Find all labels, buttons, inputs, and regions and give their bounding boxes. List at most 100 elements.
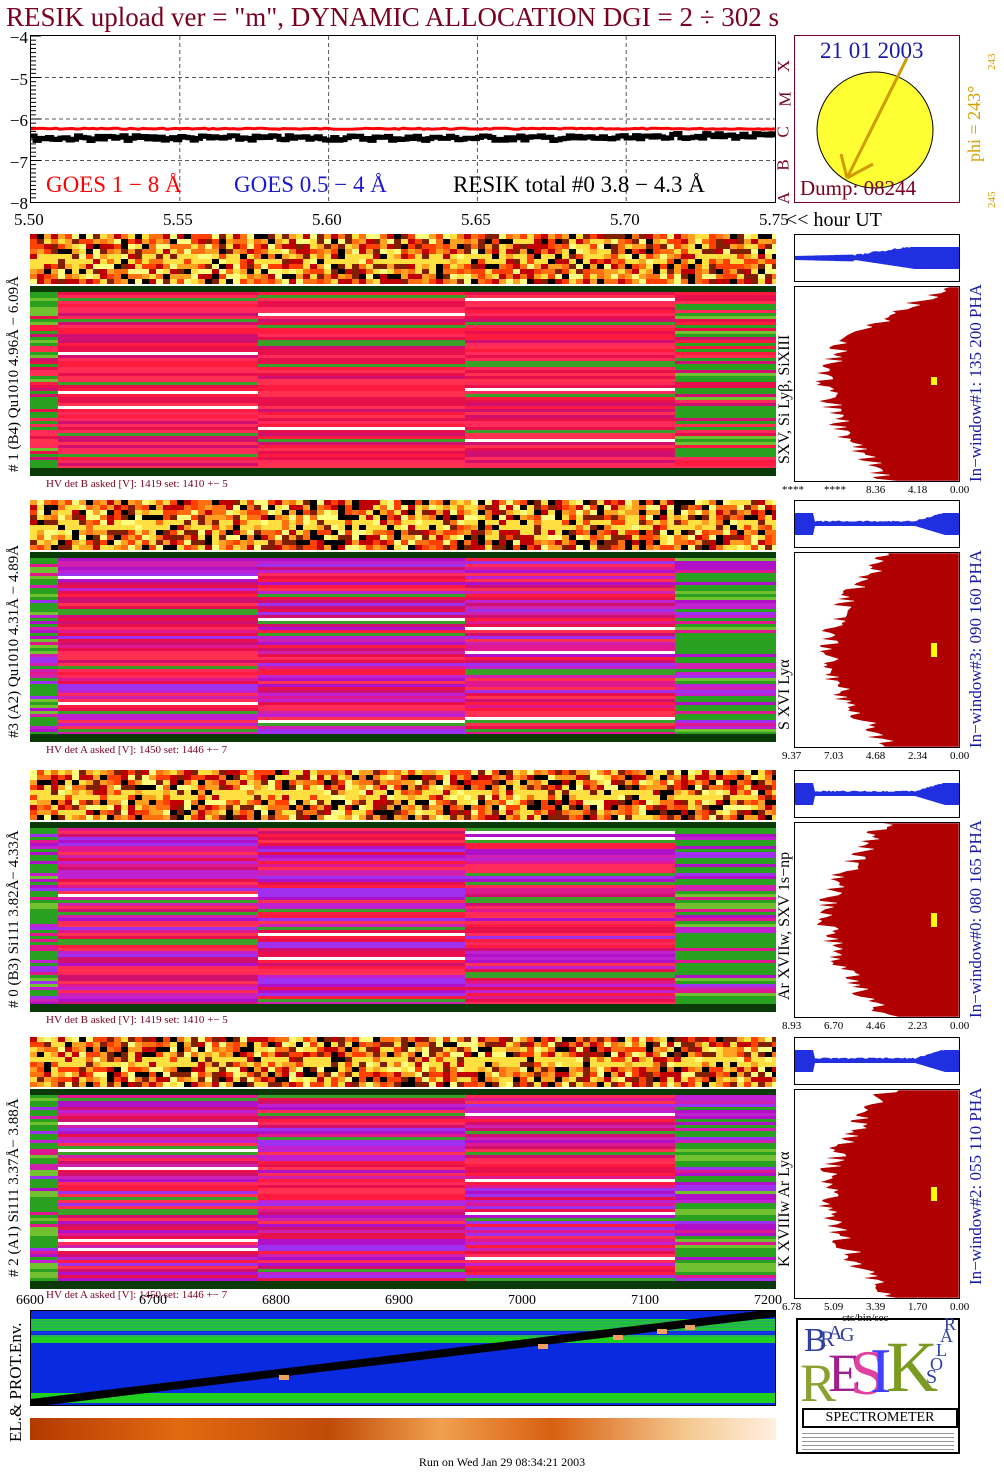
pha-tick: 8.36 — [866, 484, 886, 496]
pha-tick: 4.68 — [866, 750, 886, 762]
goes-y-tick: −4 — [9, 28, 28, 47]
pha-tick: 2.23 — [908, 1020, 928, 1032]
logo-letter-S2: S — [926, 1366, 938, 1388]
channel-window-label: In−window#3: 090 160 PHA — [966, 549, 985, 748]
channel-window-label: In−window#2: 055 110 PHA — [966, 1087, 985, 1285]
channel-window-label: In−window#1: 135 200 PHA — [966, 283, 985, 482]
phi-small: 243 — [986, 53, 998, 71]
channel-left-label: #3 (A2) Qu1010 4.31Å − 4.89Å — [6, 544, 22, 738]
logo-letter-B: B — [804, 1322, 827, 1359]
pha-unit: cts/bin/sec — [842, 1312, 889, 1324]
pha-tick: 6.78 — [782, 1301, 802, 1313]
pha-histogram-panel — [794, 286, 960, 482]
sun-disk — [816, 71, 934, 189]
time-tick: 5.75 — [759, 210, 789, 229]
pha-blue-panel — [794, 1037, 960, 1085]
pha-tick: 9.37 — [782, 750, 802, 762]
fire-strip — [30, 1037, 776, 1087]
fire-strip — [30, 770, 776, 820]
logo-letter-L: L — [936, 1340, 947, 1360]
logo-letter-R2: R — [800, 1353, 837, 1413]
sun-disk-chart — [816, 57, 934, 189]
channel-window-label: In−window#0: 080 165 PHA — [966, 819, 985, 1018]
fire-strip — [30, 234, 776, 284]
goes-y-tick: −6 — [9, 111, 28, 130]
pha-tick: 5.09 — [824, 1301, 844, 1313]
pha-blue-histogram — [795, 783, 959, 807]
channel-line-label: SXV, Si Lyβ, SiXIII — [776, 334, 793, 464]
orbit-tick: 6900 — [385, 1293, 413, 1308]
pha-tick: 2.34 — [908, 750, 928, 762]
legend-resik-total: RESIK total #0 3.8 − 4.3 Å — [453, 172, 705, 197]
dump-label: Dump: 08244 — [800, 176, 917, 200]
pha-blue-panel — [794, 234, 960, 282]
fire-strip — [30, 500, 776, 550]
orbit-tick: 7100 — [631, 1293, 659, 1308]
spectrogram-image — [30, 1089, 776, 1289]
pha-tick: **** — [824, 484, 846, 496]
pha-tick: 7.03 — [824, 750, 844, 762]
pha-tick: 8.93 — [782, 1020, 802, 1032]
channel-line-label: Ar XVIIw, SXV 1s−np — [776, 851, 793, 1000]
spectrogram-image — [30, 552, 776, 742]
time-tick: 5.65 — [461, 210, 491, 229]
environment-panel — [30, 1310, 776, 1406]
goes-class-label: M — [775, 91, 795, 107]
pha-tick: 6.70 — [824, 1020, 844, 1032]
logo-fineprint — [802, 1430, 954, 1450]
legend-goes-short: GOES 0.5 − 4 Å — [234, 172, 387, 197]
orbit-tick: 6800 — [262, 1293, 290, 1308]
goes-y-tick: −7 — [9, 152, 28, 172]
logo-letter-S1: S — [850, 1337, 886, 1408]
pha-tick: 0.00 — [950, 1020, 970, 1032]
phi-label: phi = 243° — [964, 85, 984, 162]
env-label: EL.& PROT.Env. — [6, 1322, 25, 1442]
goes-lightcurve-panel — [30, 35, 776, 203]
pha-blue-histogram — [795, 247, 959, 269]
logo-banner: SPECTROMETER — [802, 1408, 958, 1428]
logo-letter-G: G — [840, 1324, 855, 1346]
logo-letter-E: E — [828, 1343, 861, 1403]
pha-red-histogram — [816, 1089, 960, 1299]
time-tick: 5.70 — [610, 210, 640, 229]
orbit-tick: 6600 — [16, 1293, 44, 1308]
resik-total-series — [31, 131, 775, 143]
channel-left-label: # 1 (B4) Qu1010 4.96Å − 6.09Å — [6, 276, 22, 472]
goes-y-tick: −8 — [9, 194, 28, 213]
pha-tick: 1.70 — [908, 1301, 928, 1313]
pha-tick: 0.00 — [950, 484, 970, 496]
goes-class-label: C — [773, 126, 793, 138]
spectrogram-image — [30, 822, 776, 1012]
pha-histogram-panel — [794, 1089, 960, 1299]
pha-blue-panel — [794, 500, 960, 548]
goes-lightcurve-chart — [31, 36, 775, 202]
run-timestamp: Run on Wed Jan 29 08:34:21 2003 — [418, 1455, 586, 1469]
environment-chart — [31, 1311, 775, 1405]
sun-date: 21 01 2003 — [820, 38, 924, 63]
orbit-tick: 7000 — [508, 1293, 536, 1308]
logo-letter-A2: A — [940, 1326, 953, 1346]
spectrogram-image — [30, 286, 776, 476]
sun-position-panel — [794, 35, 960, 203]
orbit-tick: 7200 — [754, 1293, 782, 1308]
pha-blue-histogram — [795, 513, 959, 537]
hv-label: HV det A asked [V]: 1450 set: 1446 +− 7 — [46, 1289, 228, 1301]
logo-letter-I: I — [870, 1335, 892, 1406]
pha-blue-panel — [794, 770, 960, 818]
logo-letter-R1: R — [820, 1326, 835, 1351]
hv-label: HV det A asked [V]: 1450 set: 1446 +− 7 — [46, 744, 228, 756]
goes-class-label: B — [773, 159, 793, 171]
resik-logo: B R A G R E S I K S O L A R SPECTROMETER — [796, 1314, 960, 1454]
goes-long-series — [31, 126, 775, 131]
pha-red-histogram — [817, 552, 960, 748]
pha-histogram-panel — [794, 552, 960, 748]
pha-tick: 4.18 — [908, 484, 928, 496]
legend-goes-long: GOES 1 − 8 Å — [46, 172, 182, 197]
time-tick: 5.60 — [312, 210, 342, 229]
goes-y-tick: −5 — [9, 69, 28, 89]
logo-letter-A1: A — [828, 1322, 843, 1344]
channel-line-label: K XVIIIw Ar Lyα — [776, 1151, 793, 1267]
logo-letter-O: O — [930, 1354, 943, 1374]
time-tick: 5.50 — [14, 210, 44, 229]
sun-direction-arrow — [845, 57, 909, 179]
